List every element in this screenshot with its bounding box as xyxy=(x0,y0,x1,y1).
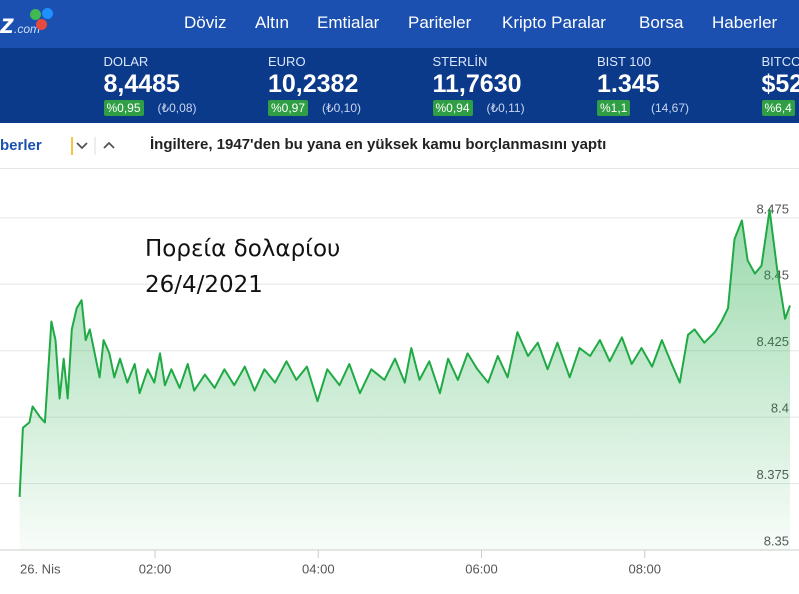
line xyxy=(18,208,791,497)
x-tick-label: 02:00 xyxy=(139,561,172,576)
chart-subtitle: 26/4/2021 xyxy=(145,272,263,298)
news-headline[interactable]: İngiltere, 1947'den bu yana en yüksek ka… xyxy=(150,136,607,153)
nav-link[interactable]: Borsa xyxy=(639,13,684,32)
news-arrows[interactable] xyxy=(70,135,120,157)
ticker-percent: %1,1 xyxy=(597,100,631,116)
logo-dot xyxy=(36,19,47,30)
logo-dot xyxy=(42,8,53,19)
x-tick-label: 06:00 xyxy=(465,561,498,576)
nav-link[interactable]: Altın xyxy=(255,13,290,32)
ticker-name: BIST 100 xyxy=(597,54,651,69)
ticker-percent: %6,4 xyxy=(761,100,795,116)
ticker-change: (14,67) xyxy=(651,101,690,115)
ticker[interactable]: TIN474,32) xyxy=(0,48,99,123)
nav-link[interactable]: Pariteler xyxy=(408,13,472,32)
logo[interactable]: z.com xyxy=(0,8,40,40)
nav-link[interactable]: Kripto Paralar xyxy=(502,13,606,32)
ticker-change: (₺0,11) xyxy=(486,101,525,115)
logo-dot xyxy=(30,9,41,20)
area-fill xyxy=(19,209,791,550)
ticker-value: 8,4485 xyxy=(103,70,180,98)
logo-text: z xyxy=(0,8,14,39)
nav-link[interactable]: Emtialar xyxy=(317,13,380,32)
logo-domain: .com xyxy=(14,22,41,36)
x-tick-label: 04:00 xyxy=(302,561,335,576)
chart-title: Πορεία δολαρίου xyxy=(145,236,340,262)
nav-link[interactable]: Döviz xyxy=(184,13,227,32)
ticker-change: (₺0,10) xyxy=(322,101,361,115)
nav-link[interactable]: Haberler xyxy=(712,13,778,32)
ticker-percent: %0,97 xyxy=(268,100,309,116)
news-section[interactable]: berler xyxy=(0,137,42,154)
ticker-change: (₺0,08) xyxy=(157,101,197,115)
ticker-percent: %0,95 xyxy=(103,100,144,116)
ticker-value: 10,2382 xyxy=(268,70,359,98)
x-tick-label: 08:00 xyxy=(628,561,661,576)
ticker-value: 11,7630 xyxy=(432,70,522,98)
ticker-value: $52 xyxy=(761,70,799,98)
ticker-name: STERLİN xyxy=(432,54,488,69)
ticker[interactable]: BITCO $52 %6,4 xyxy=(761,48,799,123)
ticker[interactable]: DOLAR 8,4485 %0,95 (₺0,08) xyxy=(103,48,264,123)
ticker[interactable]: BIST 100 1.345 %1,1 (14,67) xyxy=(597,48,757,123)
y-tick-label: 8.475 xyxy=(756,201,789,216)
ticker-value: 1.345 xyxy=(597,70,660,98)
x-tick-label: 26. Nis xyxy=(20,561,61,576)
ticker-percent: %0,94 xyxy=(432,100,473,116)
news-bar: berler İngiltere, 1947'den bu yana en yü… xyxy=(0,123,799,169)
ticker-name: EURO xyxy=(268,54,306,69)
ticker[interactable]: EURO 10,2382 %0,97 (₺0,10) xyxy=(268,48,428,123)
ticker-name: DOLAR xyxy=(103,54,149,69)
top-nav: z.com Döviz Altın Emtialar Pariteler Kripto … xyxy=(0,0,799,48)
ticker-name: BITCO xyxy=(761,54,799,69)
ticker[interactable]: STERLİN 11,7630 %0,94 (₺0,11) xyxy=(432,48,593,123)
